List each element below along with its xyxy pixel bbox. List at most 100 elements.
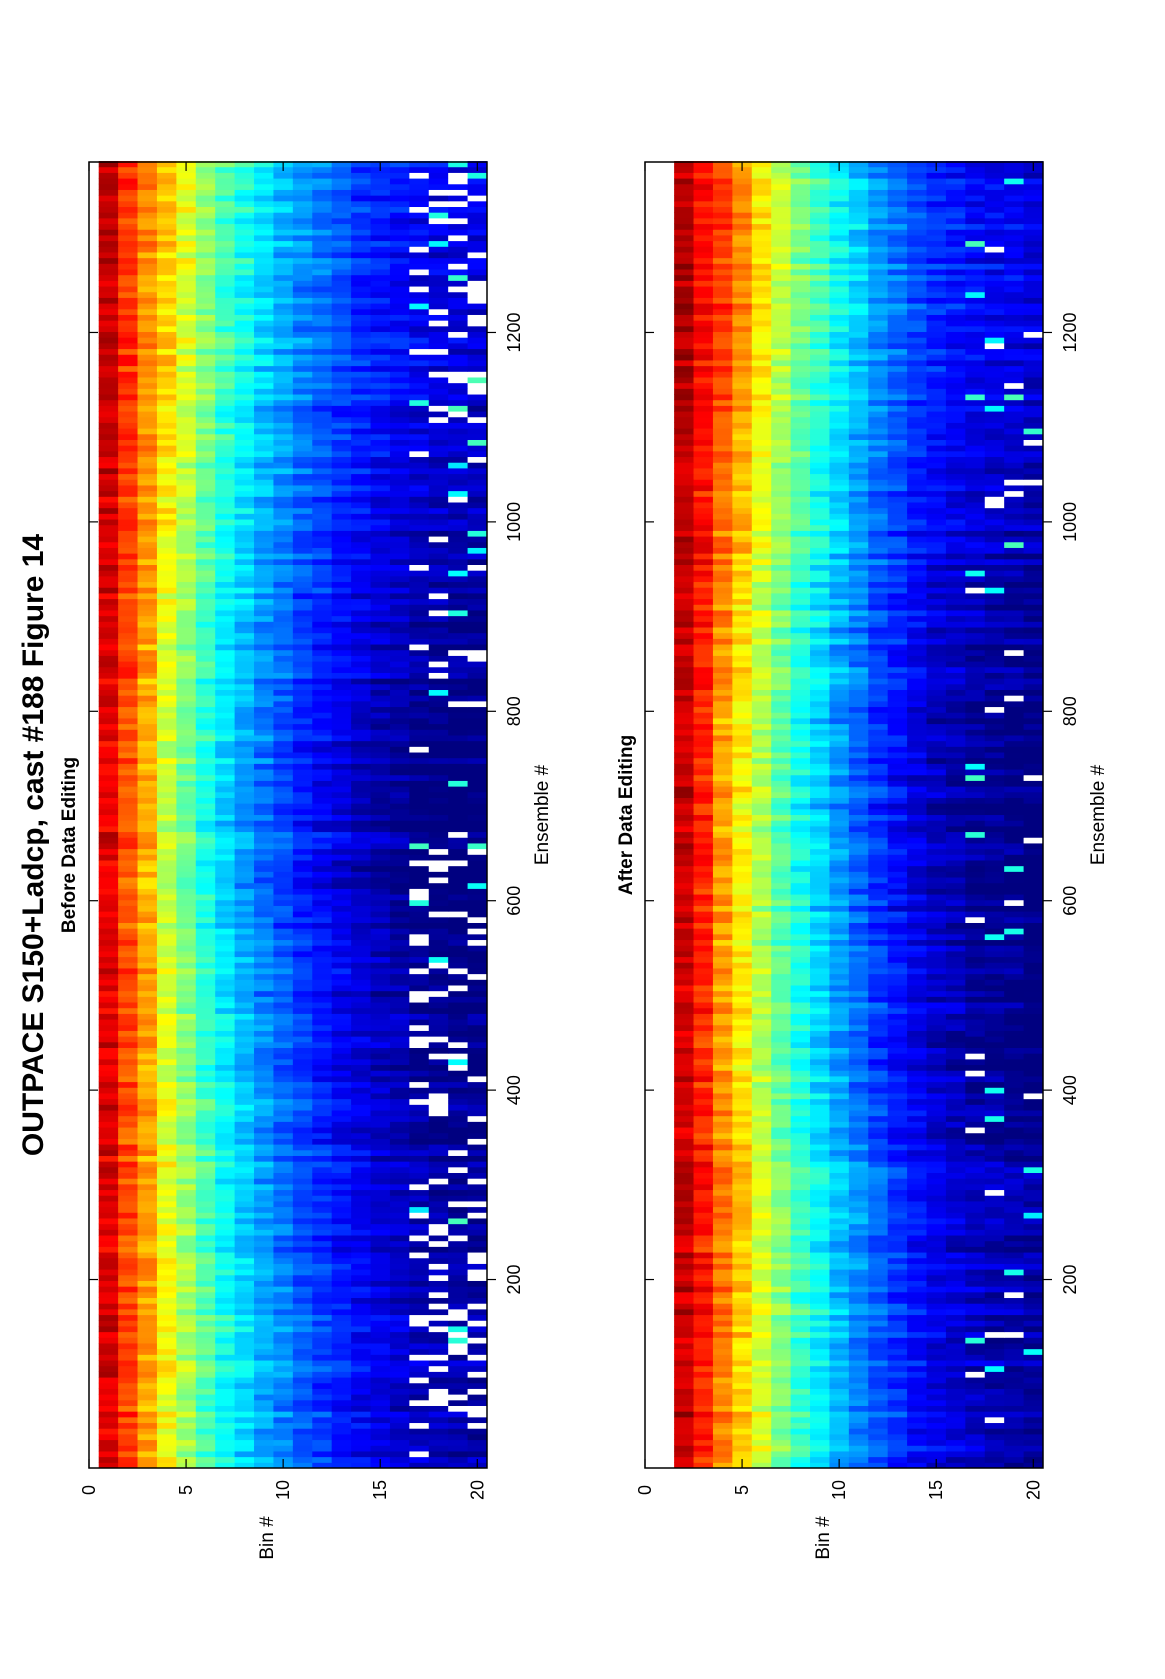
heatmap-cell [351, 1320, 371, 1327]
heatmap-cell [137, 1138, 158, 1145]
heatmap-cell [176, 195, 197, 202]
heatmap-cell [215, 712, 236, 719]
heatmap-cell [156, 558, 177, 565]
heatmap-cell [98, 484, 119, 492]
heatmap-cell [273, 950, 294, 958]
heatmap-cell [98, 1217, 119, 1225]
heatmap-cell [215, 575, 236, 583]
heatmap-cell [409, 916, 430, 923]
heatmap-cell [234, 808, 255, 816]
heatmap-cell [389, 700, 410, 708]
heatmap-cell [137, 842, 158, 850]
heatmap-cell [118, 371, 138, 378]
heatmap-cell [389, 1138, 410, 1145]
heatmap-cell [428, 695, 449, 702]
heatmap-cell [98, 1303, 119, 1310]
heatmap-cell [292, 1223, 313, 1230]
heatmap-cell [156, 1098, 177, 1105]
heatmap-cell [273, 1252, 294, 1259]
heatmap-cell [351, 905, 371, 912]
heatmap-cell [428, 632, 449, 639]
heatmap-cell [156, 411, 177, 418]
heatmap-cell [234, 422, 255, 429]
heatmap-cell [156, 439, 177, 446]
heatmap-cell [215, 1200, 236, 1208]
heatmap-cell [292, 1274, 313, 1281]
heatmap-cell [448, 558, 468, 565]
heatmap-cell [215, 1075, 236, 1083]
heatmap-cell [176, 1399, 197, 1406]
heatmap-cell [292, 405, 313, 412]
heatmap-cell [1023, 1382, 1044, 1389]
heatmap-cell [176, 882, 197, 889]
heatmap-cell [118, 1382, 138, 1389]
heatmap-cell [331, 308, 352, 315]
heatmap-cell [370, 774, 391, 781]
heatmap-cell [273, 717, 294, 725]
heatmap-cell [215, 428, 236, 435]
heatmap-cell [195, 246, 216, 253]
heatmap-cell [234, 848, 255, 855]
heatmap-cell [370, 1263, 391, 1270]
heatmap-cell [156, 672, 177, 679]
heatmap-cell [215, 1331, 236, 1338]
heatmap-cell [351, 1019, 371, 1026]
heatmap-cell [234, 388, 255, 395]
heatmap-cell [370, 1002, 391, 1009]
heatmap-cell [176, 581, 197, 588]
heatmap-cell [118, 712, 138, 719]
heatmap-cell [215, 791, 236, 798]
heatmap-cell [907, 1416, 927, 1424]
heatmap-cell [292, 462, 313, 469]
heatmap-cell [156, 490, 177, 497]
heatmap-cell [448, 507, 468, 514]
heatmap-cell [467, 1058, 488, 1066]
heatmap-cell [448, 1172, 468, 1179]
heatmap-cell [195, 1354, 216, 1361]
heatmap-cell [234, 803, 255, 810]
heatmap-cell [195, 541, 216, 548]
heatmap-cell [292, 1166, 313, 1174]
x-tick-label: 600 [504, 886, 524, 916]
heatmap-cell [176, 627, 197, 634]
heatmap-cell [156, 575, 177, 583]
heatmap-cell [156, 251, 177, 259]
heatmap-cell [118, 1377, 138, 1384]
heatmap-cell [370, 1155, 391, 1162]
heatmap-cell [254, 763, 274, 770]
heatmap-cell [467, 354, 488, 361]
heatmap-cell [215, 831, 236, 838]
heatmap-cell [370, 1291, 391, 1299]
heatmap-cell [254, 1161, 274, 1168]
heatmap-cell [409, 1189, 430, 1196]
heatmap-cell [351, 365, 371, 372]
heatmap-cell [428, 791, 449, 798]
heatmap-cell [428, 678, 449, 685]
heatmap-cell [351, 399, 371, 406]
heatmap-cell [176, 246, 197, 253]
heatmap-cell [254, 354, 274, 361]
heatmap-cell [467, 848, 488, 855]
heatmap-cell [1023, 1411, 1044, 1418]
heatmap-cell [118, 774, 138, 781]
heatmap-cell [389, 666, 410, 673]
heatmap-cell [331, 945, 352, 952]
heatmap-cell [448, 1013, 468, 1020]
heatmap-cell [312, 1098, 333, 1105]
heatmap-cell [215, 1144, 236, 1151]
heatmap-cell [351, 1286, 371, 1293]
heatmap-cell [215, 587, 236, 594]
heatmap-cell [292, 581, 313, 588]
heatmap-cell [118, 1291, 138, 1299]
heatmap-cell [98, 1274, 119, 1281]
heatmap-cell [467, 1206, 488, 1213]
heatmap-cell [409, 575, 430, 583]
heatmap-cell [868, 1411, 889, 1418]
heatmap-cell [215, 263, 236, 270]
heatmap-cell [215, 644, 236, 651]
heatmap-cell [176, 1240, 197, 1247]
heatmap-cell [234, 337, 255, 344]
heatmap-cell [448, 706, 468, 713]
heatmap-cell [409, 979, 430, 986]
heatmap-cell [389, 1274, 410, 1281]
